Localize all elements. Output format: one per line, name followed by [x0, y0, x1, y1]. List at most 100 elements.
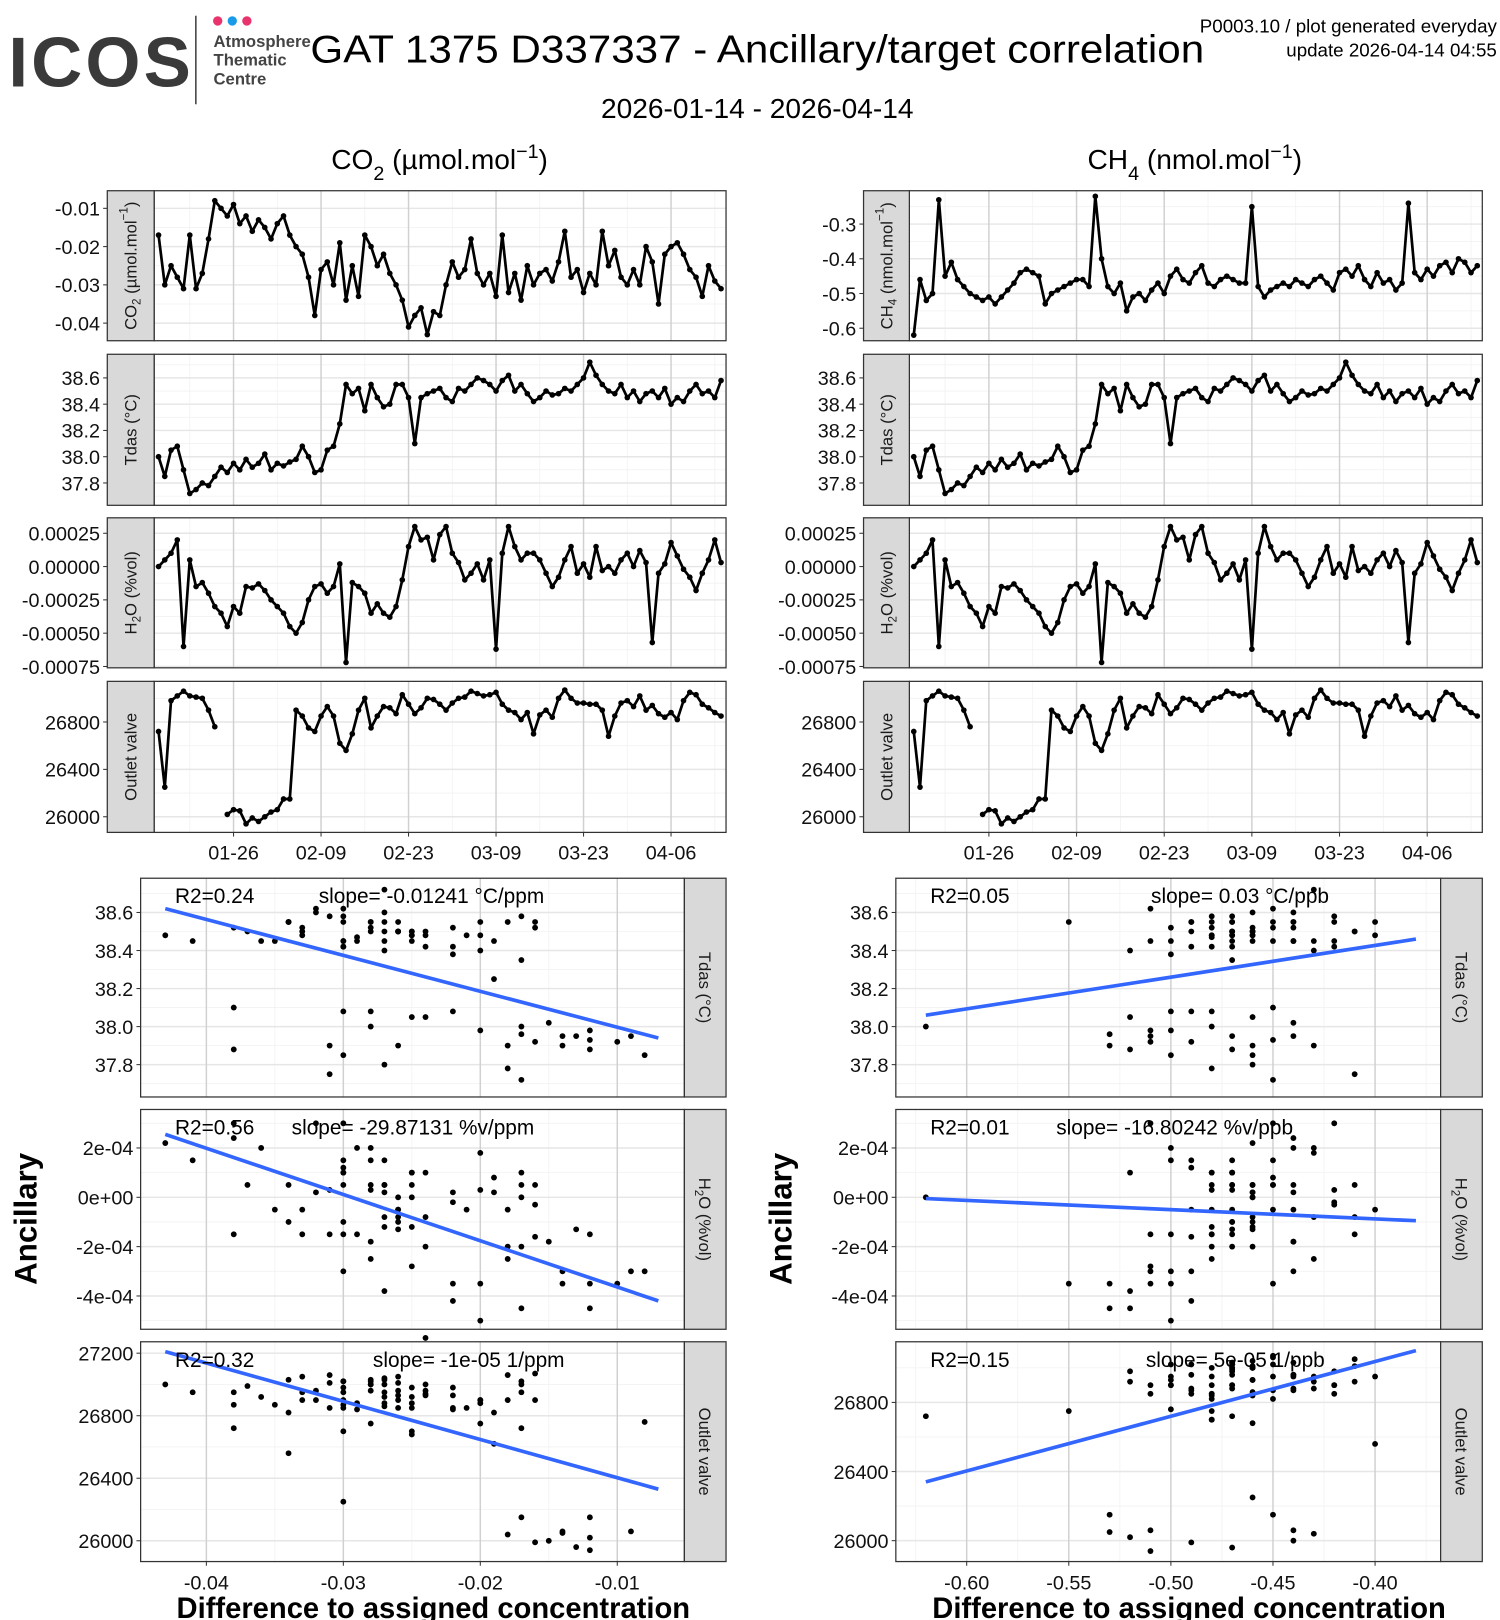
scatter-point — [1310, 1256, 1317, 1262]
series-point — [1455, 701, 1462, 708]
series-point — [593, 282, 599, 288]
scatter-point — [1188, 1371, 1195, 1378]
logo-dot-2 — [227, 16, 237, 26]
series-point — [555, 259, 562, 265]
scatter-point — [1208, 1256, 1215, 1262]
series-point — [1299, 707, 1305, 713]
series-point — [1067, 583, 1074, 590]
series-point — [330, 713, 337, 719]
series-point — [1186, 280, 1193, 286]
series-point — [1461, 557, 1468, 563]
series-point — [1086, 713, 1092, 719]
scatter-point — [1167, 1145, 1174, 1151]
series-point — [1004, 815, 1011, 821]
scatter-point — [518, 1031, 525, 1038]
series-point — [1111, 385, 1117, 392]
series-point — [386, 270, 393, 277]
series-point — [511, 543, 518, 550]
series-point — [561, 687, 568, 693]
scatter-point — [1331, 943, 1338, 950]
scatter-point — [1147, 905, 1154, 912]
series-point — [986, 460, 992, 467]
series-point — [992, 610, 998, 617]
series-point — [511, 270, 518, 277]
scatter-point — [1208, 1169, 1215, 1176]
series-point — [979, 623, 986, 630]
scatter-point — [1229, 957, 1236, 963]
series-point — [180, 467, 187, 473]
series-point — [343, 747, 349, 754]
scatter-point — [326, 1071, 333, 1078]
scatter-point — [1372, 1206, 1378, 1213]
series-point — [1142, 704, 1149, 711]
panel-background — [895, 1341, 1441, 1562]
scatter-point — [1147, 1120, 1154, 1127]
series-point — [1105, 390, 1111, 397]
series-point — [1311, 695, 1318, 702]
series-point — [935, 467, 942, 473]
series-point — [1342, 574, 1349, 581]
series-point — [380, 703, 387, 710]
series-point — [268, 236, 274, 242]
scatter-point — [340, 1428, 347, 1435]
series-point — [1086, 443, 1092, 450]
series-point — [436, 385, 443, 392]
series-point — [1117, 590, 1124, 597]
y-tick-label: 38.4 — [95, 941, 134, 963]
series-point — [1280, 550, 1286, 557]
y-tick-label: 26000 — [45, 807, 100, 829]
scatter-point — [1147, 1263, 1154, 1270]
series-point — [480, 282, 487, 288]
scatter-point — [340, 938, 347, 944]
series-point — [1061, 725, 1067, 731]
scatter-point — [922, 1413, 929, 1420]
scatter-panel-tdas: R2=0.05 slope= 0.03 °C/ppb Tdas (°C) 38.6 38… — [850, 877, 1483, 1098]
series-point — [668, 539, 674, 546]
series-point — [168, 550, 174, 557]
scatter-point — [381, 947, 388, 954]
scatter-point — [1208, 924, 1215, 931]
scatter-point — [381, 1381, 388, 1388]
series-point — [1023, 266, 1030, 273]
series-point — [1217, 694, 1224, 700]
scatter-point — [1167, 938, 1174, 944]
scatter-point — [1270, 1182, 1276, 1188]
scatter-point — [504, 1397, 511, 1403]
slope-annotation: slope= 0.03 °C/ppb — [1151, 885, 1329, 908]
panel-background — [909, 517, 1483, 668]
series-point — [249, 464, 256, 471]
series-point — [1117, 280, 1124, 286]
scatter-point — [1229, 1231, 1236, 1238]
y-tick-label: -2e-04 — [76, 1237, 133, 1259]
series-point — [468, 236, 474, 242]
series-point — [1305, 714, 1312, 721]
y-tick-label: -0.04 — [55, 313, 100, 335]
y-tick-label: 38.2 — [95, 979, 134, 1001]
series-point — [1380, 697, 1387, 704]
facet-strip — [683, 1341, 727, 1563]
scatter-point — [340, 1157, 347, 1164]
series-point — [1261, 523, 1268, 530]
series-point — [318, 266, 324, 273]
series-point — [1336, 561, 1343, 567]
series-point — [586, 574, 593, 581]
scatter-point — [518, 1425, 525, 1432]
scatter-point — [354, 938, 360, 944]
scatter-point — [1372, 1440, 1378, 1447]
scatter-column-co2: Ancillary R2=0.24 slope= -0.01241 °C/ppm Td… — [8, 877, 727, 1620]
series-point — [923, 550, 930, 557]
scatter-point — [189, 1157, 196, 1164]
series-point — [405, 701, 412, 708]
label-segment: (µmol.mol — [384, 144, 516, 175]
series-point — [218, 205, 224, 212]
series-point — [518, 716, 524, 723]
series-point — [261, 224, 268, 231]
scatter-point — [1167, 924, 1174, 931]
scatter-point — [518, 1305, 525, 1312]
label-segment: ) — [1293, 144, 1302, 175]
scatter-point — [340, 919, 347, 925]
series-point — [311, 728, 318, 735]
scatter-point — [518, 1182, 525, 1188]
column-header: CO2 (µmol.mol−1) — [331, 141, 548, 185]
series-point — [261, 813, 268, 820]
